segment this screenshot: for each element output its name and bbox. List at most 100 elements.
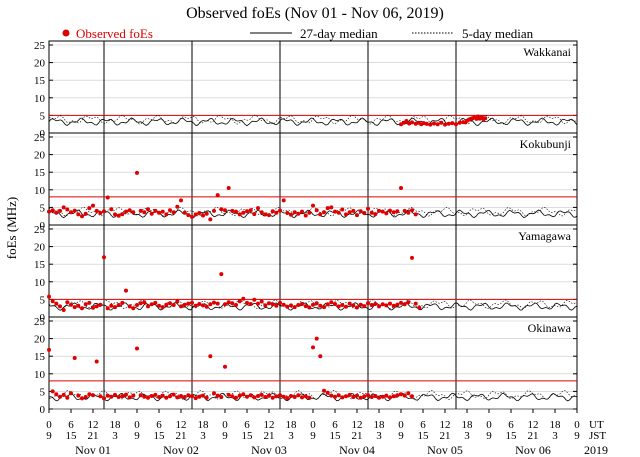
- observed-point: [373, 212, 378, 217]
- observed-point: [270, 209, 275, 214]
- median-27day-line: [48, 392, 578, 402]
- observed-point: [344, 212, 348, 217]
- observed-point: [168, 394, 172, 399]
- jst-tick-label: 3: [200, 430, 206, 442]
- observed-point: [388, 208, 392, 213]
- observed-point: [388, 395, 392, 400]
- observed-point: [351, 303, 356, 308]
- y-tick-label: 5: [40, 294, 46, 306]
- observed-point: [358, 395, 363, 400]
- observed-point: [179, 304, 183, 309]
- observed-point: [278, 393, 282, 398]
- observed-point: [127, 304, 132, 309]
- observed-point: [281, 394, 286, 399]
- ut-tick-label: 18: [374, 419, 386, 431]
- y-tick-label: 0: [40, 128, 46, 140]
- observed-point: [153, 208, 158, 213]
- observed-point: [384, 211, 389, 216]
- y-tick-label: 15: [34, 351, 46, 363]
- legend: Observed foEs 27-day median 5-day median: [62, 26, 534, 41]
- jst-tick-label: 15: [66, 430, 78, 442]
- observed-point: [50, 208, 55, 213]
- observed-point: [329, 393, 334, 398]
- observed-point: [83, 302, 88, 307]
- observed-point: [300, 395, 304, 400]
- observed-point: [318, 354, 323, 359]
- observed-point: [120, 394, 125, 399]
- jst-tick-label: 15: [418, 430, 430, 442]
- observed-point: [285, 304, 290, 309]
- observed-point: [61, 392, 66, 397]
- observed-point: [336, 393, 341, 398]
- observed-point: [234, 303, 238, 307]
- y-tick-label: 15: [34, 75, 46, 87]
- observed-point: [355, 213, 359, 218]
- observed-point: [454, 122, 458, 127]
- observed-point: [435, 122, 440, 127]
- panel-frame: [48, 40, 578, 134]
- observed-point: [329, 300, 334, 305]
- observed-point: [410, 120, 414, 125]
- observed-point: [274, 210, 279, 215]
- observed-point: [113, 305, 117, 310]
- observed-point: [164, 302, 169, 307]
- observed-point: [168, 301, 172, 306]
- observed-point: [241, 392, 246, 397]
- observed-point: [186, 213, 191, 218]
- observed-point: [443, 122, 447, 127]
- observed-point: [171, 303, 176, 307]
- observed-point: [124, 209, 128, 214]
- observed-point: [91, 305, 95, 310]
- observed-point: [190, 300, 194, 305]
- observed-point: [457, 120, 462, 125]
- observed-point: [138, 208, 143, 213]
- legend-observed-label: Observed foEs: [76, 26, 153, 41]
- y-tick-label: 15: [34, 259, 46, 271]
- observed-point: [153, 300, 158, 305]
- jst-tick-label: 9: [486, 430, 492, 442]
- observed-point: [373, 302, 378, 306]
- observed-point: [252, 297, 257, 302]
- observed-point: [362, 211, 367, 215]
- observed-point: [344, 304, 348, 309]
- observed-point: [285, 396, 290, 401]
- observed-point: [135, 170, 139, 175]
- ut-tick-label: 0: [134, 419, 140, 431]
- observed-point: [204, 304, 209, 309]
- observed-point: [164, 395, 169, 400]
- observed-point: [263, 303, 268, 308]
- observed-point: [98, 394, 103, 399]
- observed-point: [267, 301, 271, 306]
- observed-point: [230, 394, 235, 399]
- y-tick-label: 10: [34, 369, 46, 381]
- observed-point: [391, 210, 396, 215]
- observed-point: [182, 395, 187, 399]
- observed-point: [369, 303, 374, 307]
- day-label: Nov 03: [251, 443, 287, 457]
- observed-point: [358, 209, 363, 214]
- observed-point: [245, 209, 249, 214]
- observed-point: [270, 395, 275, 400]
- observed-point: [285, 211, 290, 215]
- ut-tick-label: 0: [486, 419, 492, 431]
- observed-point: [179, 198, 183, 203]
- observed-point: [94, 359, 99, 364]
- observed-point: [201, 303, 205, 308]
- observed-point: [399, 186, 403, 190]
- jst-tick-label: 21: [528, 430, 539, 442]
- observed-point: [149, 211, 154, 216]
- observed-point: [267, 213, 271, 218]
- observed-point: [399, 300, 403, 305]
- jst-tick-label: 9: [310, 430, 316, 442]
- observed-point: [351, 208, 356, 213]
- observed-point: [395, 302, 400, 307]
- ut-tick-label: 18: [110, 419, 122, 431]
- observed-point: [237, 212, 242, 217]
- observed-point: [274, 394, 279, 399]
- observed-point: [109, 394, 114, 399]
- jst-tick-label: 21: [88, 430, 99, 442]
- y-tick-label: 20: [34, 150, 46, 162]
- observed-point: [80, 306, 84, 311]
- observed-point: [318, 303, 323, 308]
- observed-point: [223, 364, 227, 369]
